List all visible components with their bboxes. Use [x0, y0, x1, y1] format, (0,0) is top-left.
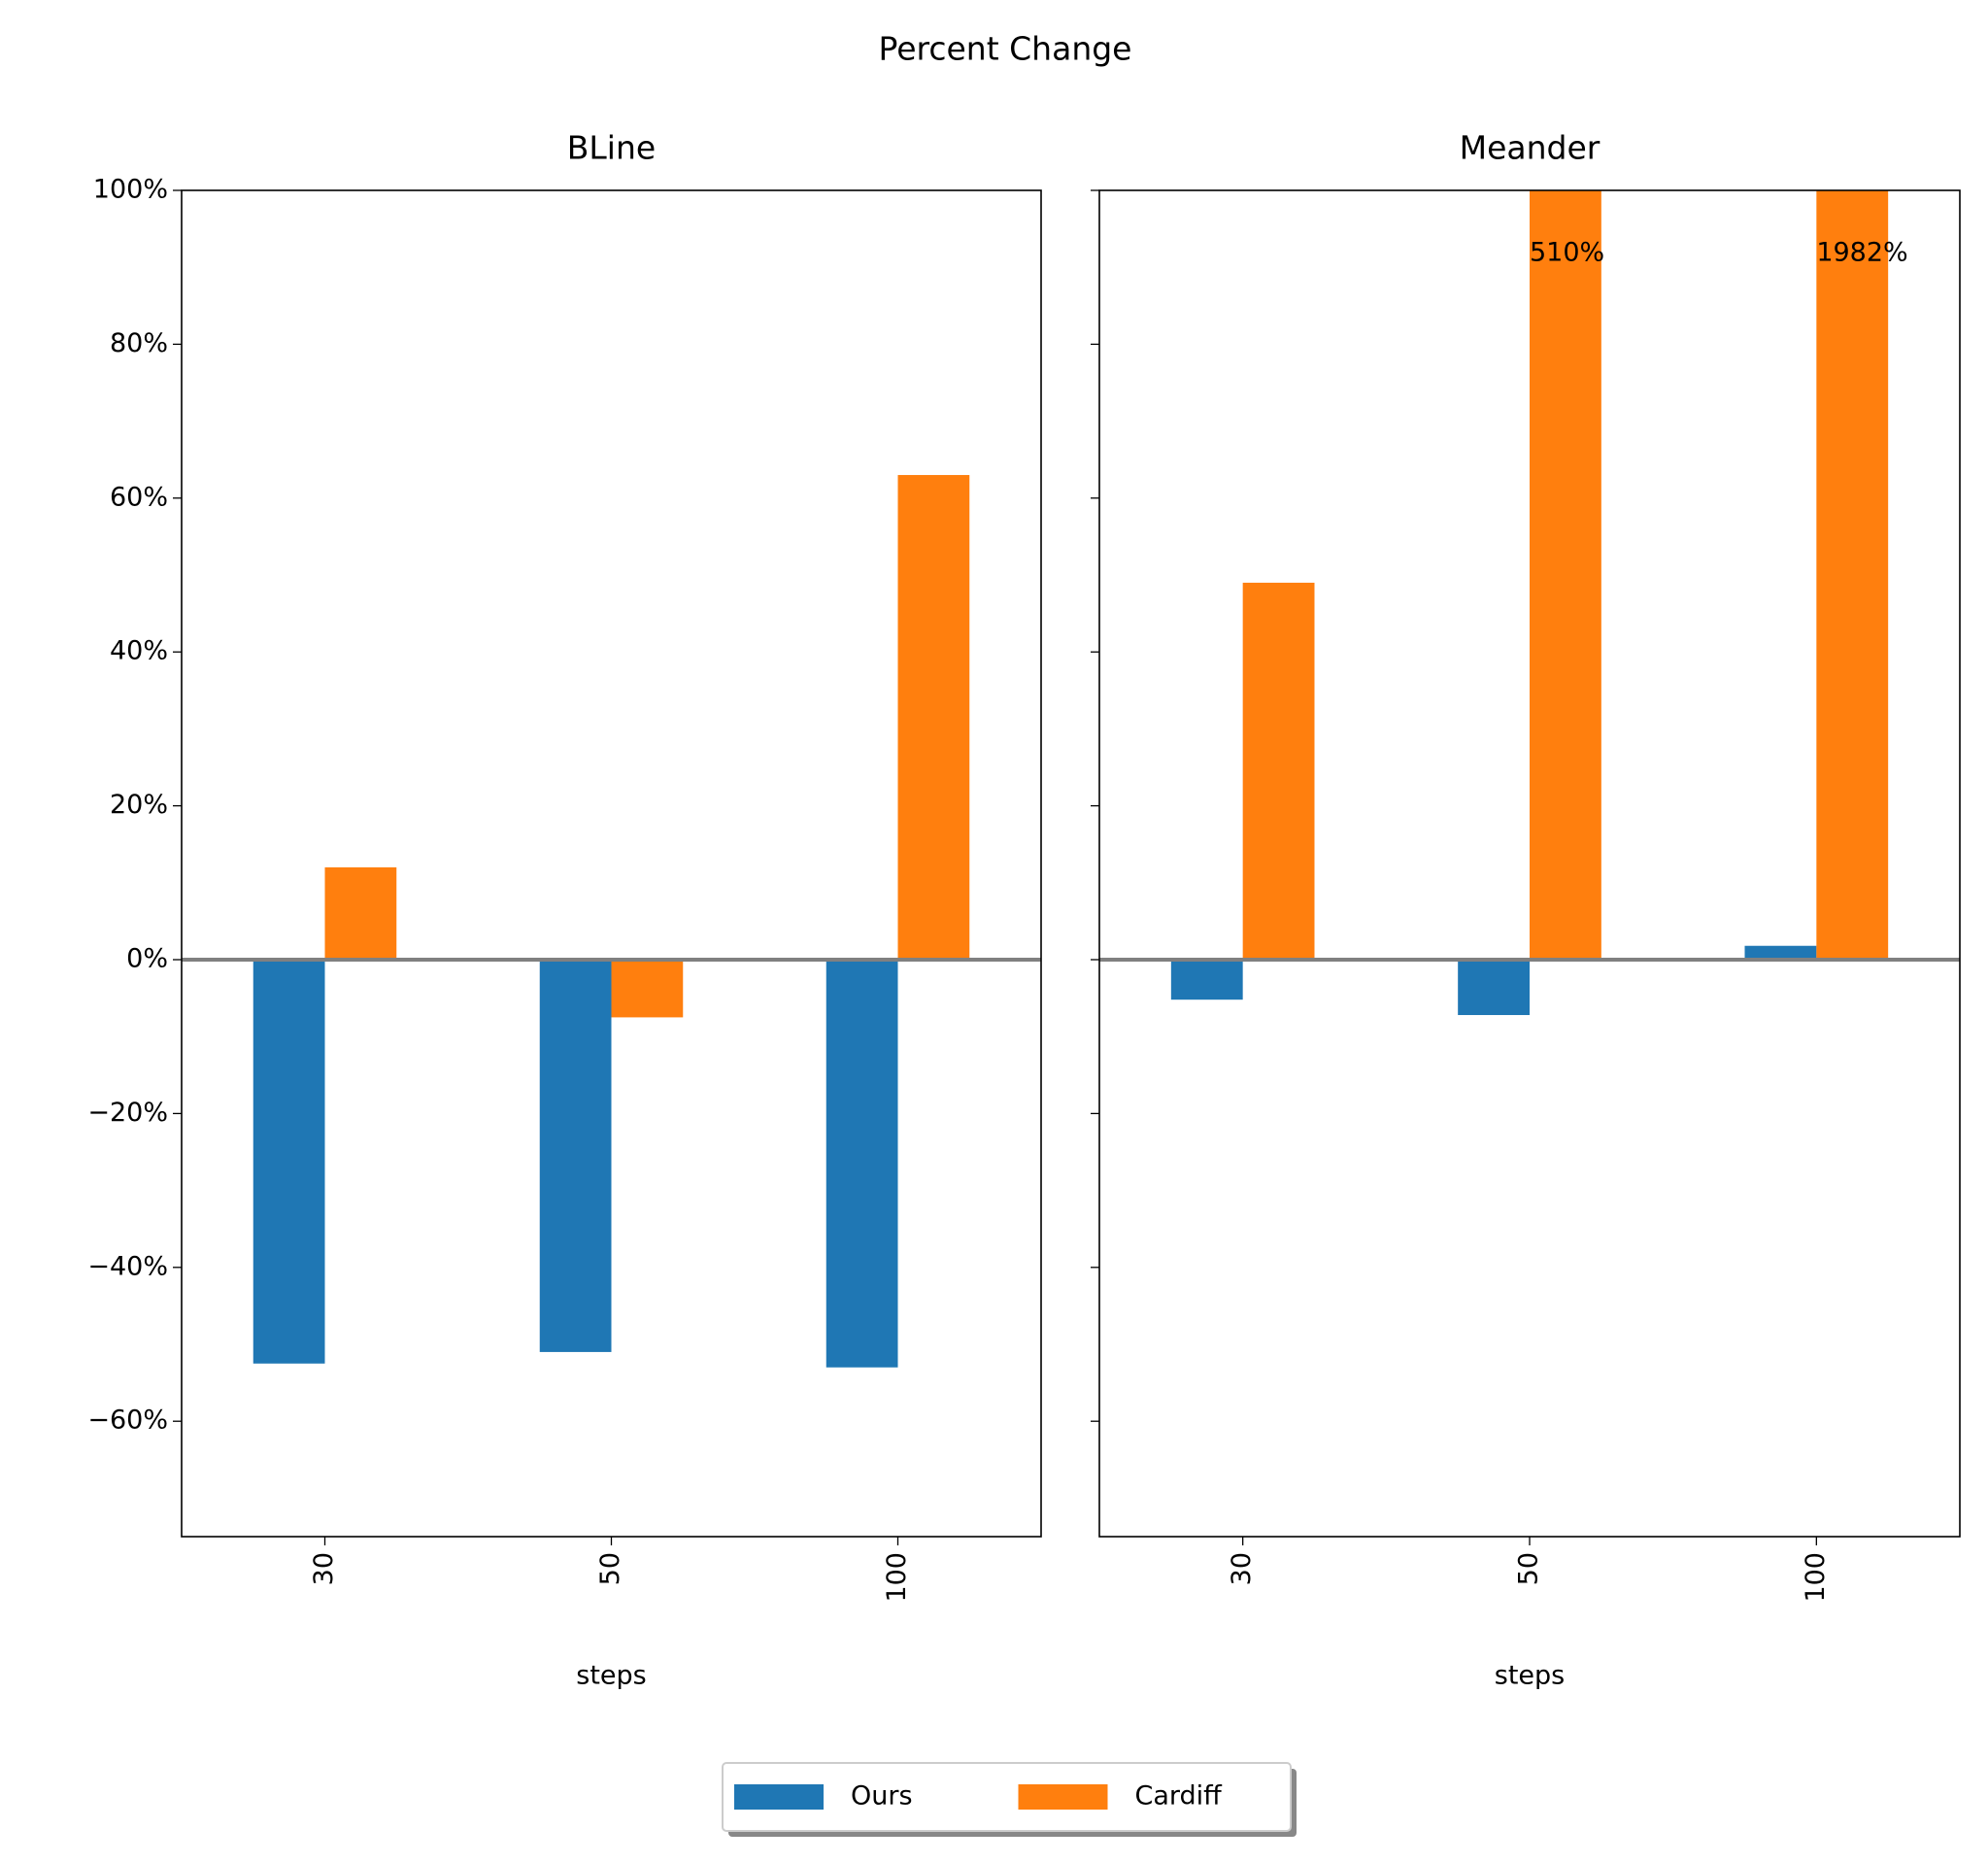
bar	[324, 866, 397, 960]
subplot-title: BLine	[567, 129, 656, 167]
value-label: 510%	[1530, 238, 1604, 268]
bar	[826, 960, 898, 1368]
plot-area	[1170, 190, 1889, 1016]
plot-area	[253, 475, 970, 1368]
x-tick-label: 50	[595, 1552, 625, 1585]
x-axis-label: steps	[1495, 1661, 1565, 1691]
bar	[1242, 582, 1315, 960]
legend-label: Cardiff	[1135, 1781, 1224, 1812]
y-tick-label: −20%	[87, 1098, 168, 1128]
figure-title: Percent Change	[878, 30, 1131, 68]
bar	[1530, 190, 1601, 960]
x-tick-label: 30	[1227, 1552, 1257, 1585]
bar	[253, 960, 325, 1364]
y-tick-label: 20%	[110, 790, 168, 820]
y-tick-label: 0%	[126, 944, 168, 974]
x-tick-label: 100	[1801, 1552, 1831, 1603]
legend-swatch	[734, 1784, 824, 1810]
y-tick-label: 60%	[110, 482, 168, 512]
bar	[1744, 945, 1817, 960]
y-tick-label: 40%	[110, 636, 168, 666]
bar	[611, 960, 684, 1018]
x-axis-label: steps	[576, 1661, 646, 1691]
bar	[1816, 190, 1889, 960]
y-tick-label: 100%	[93, 175, 168, 205]
x-tick-label: 100	[882, 1552, 912, 1603]
x-tick-label: 50	[1514, 1552, 1544, 1585]
x-tick-label: 30	[309, 1552, 339, 1585]
y-tick-label: 80%	[110, 328, 168, 358]
bar	[539, 960, 612, 1352]
legend-label: Ours	[851, 1781, 913, 1812]
bar	[1458, 960, 1530, 1016]
y-tick-label: −60%	[87, 1406, 168, 1436]
bar	[897, 475, 970, 960]
value-label: 1982%	[1816, 238, 1907, 268]
legend-swatch	[1018, 1784, 1108, 1810]
legend-box	[722, 1762, 1292, 1832]
y-tick-label: −40%	[87, 1251, 168, 1281]
subplot-title: Meander	[1460, 129, 1601, 167]
bar	[1170, 960, 1243, 1000]
